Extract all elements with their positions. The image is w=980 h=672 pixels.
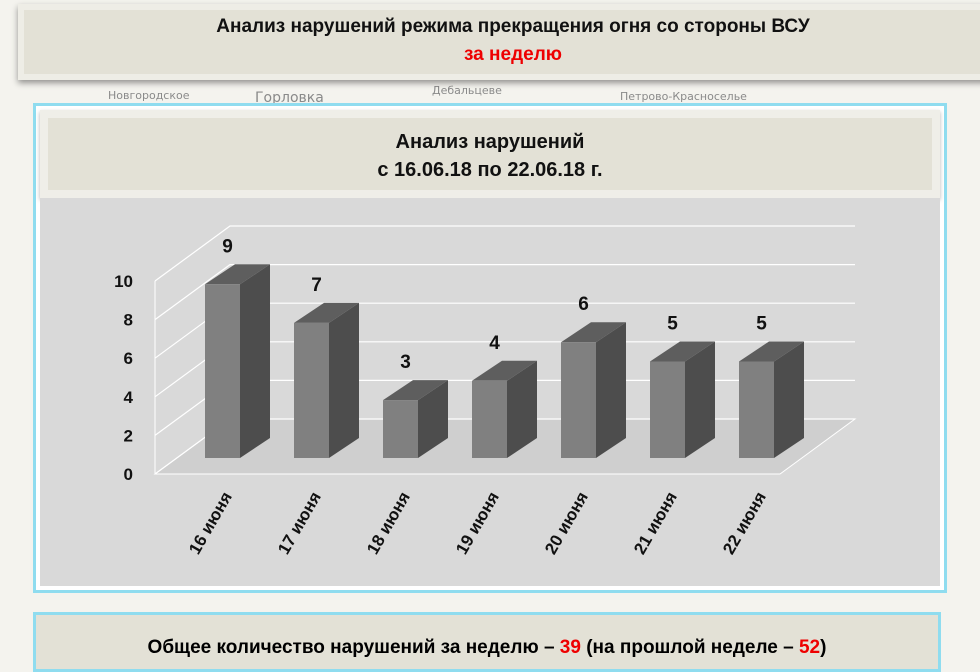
data-label: 5 xyxy=(756,314,767,335)
bar xyxy=(472,380,507,458)
map-label: Горловка xyxy=(255,90,324,106)
bar-top xyxy=(650,341,715,362)
y-tick-label: 8 xyxy=(124,311,133,330)
summary-bar: Общее количество нарушений за неделю – 3… xyxy=(33,612,941,672)
gridline xyxy=(154,225,855,282)
data-label: 4 xyxy=(489,333,500,354)
x-tick-label: 18 июня xyxy=(363,489,414,558)
x-tick-label: 22 июня xyxy=(719,489,770,558)
bar-top xyxy=(294,302,359,323)
map-label: Петрово-Красноселье xyxy=(620,90,747,103)
y-tick-label: 6 xyxy=(124,349,133,368)
data-label: 5 xyxy=(667,314,678,335)
data-label: 6 xyxy=(578,294,589,315)
data-label: 3 xyxy=(400,352,411,373)
x-tick-label: 19 июня xyxy=(452,489,503,558)
data-label: 7 xyxy=(311,275,322,296)
chart-panel: Анализ нарушений с 16.06.18 по 22.06.18 … xyxy=(33,103,947,593)
summary-previous: 52 xyxy=(798,637,821,658)
bar-side xyxy=(774,341,804,458)
bar-top xyxy=(739,341,804,362)
page-subtitle: за неделю xyxy=(463,44,562,65)
y-tick-label: 4 xyxy=(124,388,134,407)
gridline xyxy=(154,263,855,321)
chart-title-box: Анализ нарушений с 16.06.18 по 22.06.18 … xyxy=(40,110,940,198)
header-banner: Анализ нарушений режима прекращения огня… xyxy=(18,4,980,80)
chart-date-range: с 16.06.18 по 22.06.18 г. xyxy=(377,159,603,181)
bar-side xyxy=(418,380,448,458)
map-label: Дебальцеве xyxy=(432,84,502,97)
bar xyxy=(650,361,685,458)
bar-side xyxy=(240,264,270,458)
bar xyxy=(205,284,240,458)
bar-top xyxy=(472,360,537,381)
map-label: Новгородское xyxy=(108,89,190,102)
page-title: Анализ нарушений режима прекращения огня… xyxy=(216,16,810,37)
x-tick-label: 17 июня xyxy=(274,489,325,558)
bar xyxy=(383,400,418,458)
summary-total: 39 xyxy=(559,637,581,658)
bar-side xyxy=(685,341,715,458)
data-label: 9 xyxy=(222,236,233,257)
summary-middle: (на прошлой неделе – xyxy=(580,637,799,658)
bar-top xyxy=(205,264,270,285)
x-tick-label: 16 июня xyxy=(185,489,236,558)
bar xyxy=(294,322,329,458)
chart-area: 0 2 4 6 8 10 9 16 июня 7 17 июня 3 18 июня 4 19 июня 6… xyxy=(40,198,940,586)
y-tick-label: 10 xyxy=(114,272,133,291)
bar xyxy=(739,361,774,458)
chart-title: Анализ нарушений xyxy=(395,131,585,153)
bar-top xyxy=(383,380,448,401)
summary-suffix: ) xyxy=(820,637,827,658)
bar-side xyxy=(507,360,537,458)
x-tick-label: 21 июня xyxy=(630,489,681,558)
y-tick-label: 0 xyxy=(124,465,133,484)
bar-top xyxy=(561,322,626,343)
bar-side xyxy=(329,302,359,458)
bar-side xyxy=(596,322,626,458)
summary-prefix: Общее количество нарушений за неделю – xyxy=(147,637,560,658)
y-tick-label: 2 xyxy=(124,426,133,445)
x-tick-label: 20 июня xyxy=(541,489,592,558)
bar-chart: 0 2 4 6 8 10 9 16 июня 7 17 июня 3 18 июня 4 19 июня 6… xyxy=(114,225,857,558)
bar xyxy=(561,342,596,458)
